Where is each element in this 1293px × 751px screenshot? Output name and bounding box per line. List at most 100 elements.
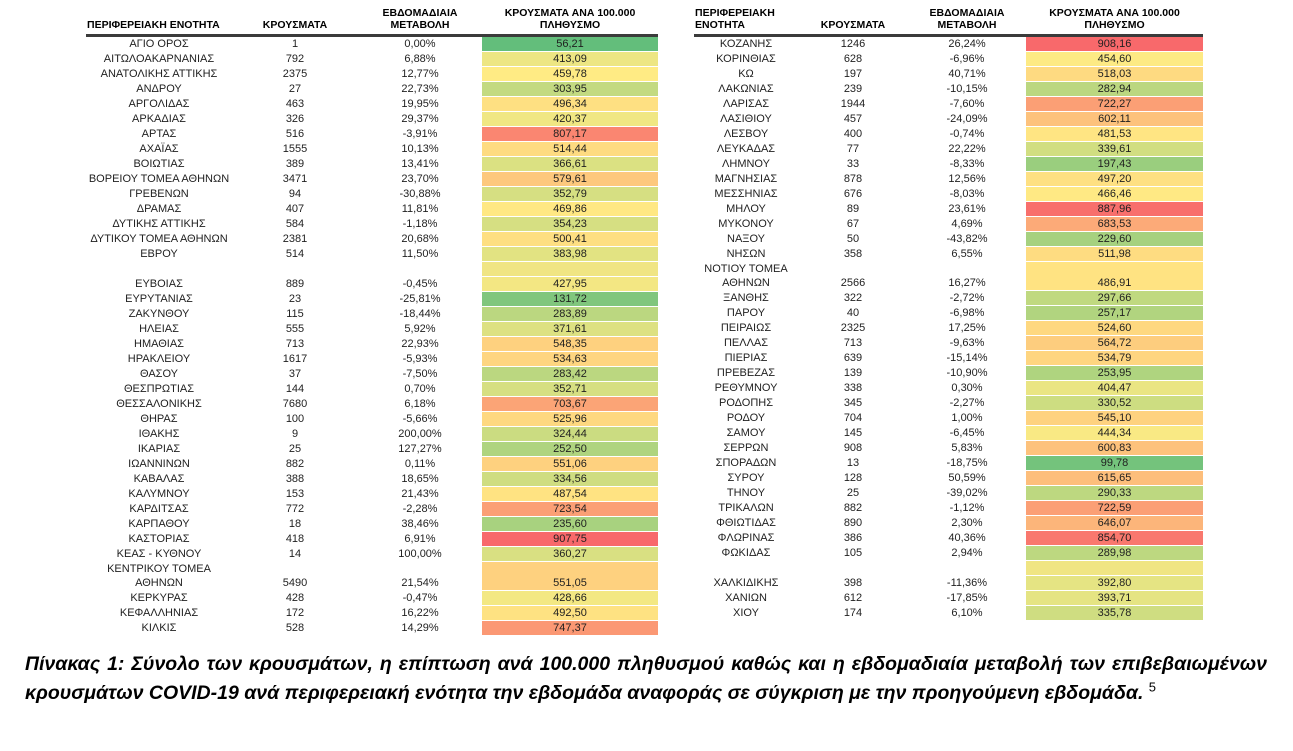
region-cell: ΡΟΔΟΠΗΣ	[718, 397, 774, 409]
table-row: ΜΗΛΟΥ 89 23,61% 887,96	[694, 201, 1203, 217]
cases-cell: 676	[843, 188, 863, 200]
weekly-change-cell: -17,85%	[946, 592, 988, 604]
region-cell: ΠΙΕΡΙΑΣ	[724, 352, 768, 364]
cases-cell: 18	[288, 518, 302, 530]
region-cell: ΚΟΡΙΝΘΙΑΣ	[716, 53, 776, 65]
region-cell: ΓΡΕΒΕΝΩΝ	[129, 188, 189, 200]
per100k-cell: 289,98	[1026, 545, 1203, 561]
cases-cell	[232, 562, 358, 577]
cases-cell: 1246	[840, 38, 866, 51]
region-cell: ΚΩ	[738, 68, 754, 80]
table-row: ΧΙΟΥ 174 6,10% 335,78	[694, 605, 1203, 621]
region-cell: ΣΥΡΟΥ	[727, 472, 765, 484]
cases-cell: 153	[285, 488, 305, 500]
per100k-cell: 257,17	[1026, 305, 1203, 321]
per100k-cell: 564,72	[1026, 335, 1203, 351]
weekly-change-cell: -10,15%	[946, 83, 988, 95]
per100k-cell: 908,16	[1026, 35, 1203, 52]
weekly-change-cell: 38,46%	[401, 518, 439, 530]
region-cell: ΘΑΣΟΥ	[139, 368, 179, 380]
per100k-cell: 371,61	[482, 321, 658, 337]
per100k-cell: 383,98	[482, 246, 658, 262]
cases-cell: 612	[843, 592, 863, 604]
cases-cell	[798, 262, 908, 277]
region-cell: ΔΥΤΙΚΗΣ ΑΤΤΙΚΗΣ	[112, 218, 206, 230]
weekly-change-cell: 6,55%	[951, 248, 983, 260]
table-row: ΕΥΡΥΤΑΝΙΑΣ 23 -25,81% 131,72	[86, 291, 658, 307]
region-cell: ΛΑΣΙΘΙΟΥ	[720, 113, 772, 125]
weekly-change-cell: 1,00%	[951, 412, 983, 424]
region-cell: ΣΕΡΡΩΝ	[723, 442, 769, 454]
table-row: ΔΡΑΜΑΣ 407 11,81% 469,86	[86, 201, 658, 217]
table-row: ΒΟΙΩΤΙΑΣ 389 13,41% 366,61	[86, 156, 658, 172]
cases-cell: 25	[288, 443, 302, 455]
table-row: ΔΥΤΙΚΗΣ ΑΤΤΙΚΗΣ 584 -1,18% 354,23	[86, 216, 658, 232]
table-row: ΞΑΝΘΗΣ 322 -2,72% 297,66	[694, 290, 1203, 306]
cases-cell: 428	[285, 592, 305, 604]
per100k-cell: 335,78	[1026, 605, 1203, 621]
weekly-change-cell: 13,41%	[401, 158, 439, 170]
column-header-cases: ΚΡΟΥΣΜΑΤΑ	[798, 7, 908, 37]
per100k-cell: 283,89	[482, 306, 658, 322]
weekly-change-cell: -0,45%	[402, 278, 438, 290]
weekly-change-cell: 22,22%	[948, 143, 986, 155]
weekly-change-cell: 4,69%	[951, 218, 983, 230]
table-row: ΚΩ 197 40,71% 518,03	[694, 66, 1203, 82]
table-row: ΣΕΡΡΩΝ 908 5,83% 600,83	[694, 440, 1203, 456]
weekly-change-cell: -39,02%	[946, 487, 988, 499]
per100k-cell: 282,94	[1026, 81, 1203, 97]
region-cell: ΑΘΗΝΩΝ	[135, 577, 183, 590]
weekly-change-cell: -2,72%	[949, 292, 985, 304]
table-row: ΚΕΑΣ - ΚΥΘΝΟΥ 14 100,00% 360,27	[86, 546, 658, 562]
weekly-change-cell	[908, 262, 1026, 277]
table-row: ΚΑΡΔΙΤΣΑΣ 772 -2,28% 723,54	[86, 501, 658, 517]
cases-cell: 398	[843, 577, 863, 589]
per100k-cell: 454,60	[1026, 51, 1203, 67]
weekly-change-cell: -18,75%	[946, 457, 988, 469]
per100k-cell: 366,61	[482, 156, 658, 172]
region-cell: ΙΚΑΡΙΑΣ	[137, 443, 181, 455]
cases-cell: 584	[285, 218, 305, 230]
table-caption: Πίνακας 1: Σύνολο των κρουσμάτων, η επίπ…	[25, 650, 1267, 708]
region-cell: ΛΗΜΝΟΥ	[722, 158, 770, 170]
weekly-change-cell: 16,27%	[948, 277, 986, 290]
weekly-change-cell: -1,18%	[402, 218, 438, 230]
weekly-change-cell: -2,27%	[949, 397, 985, 409]
table-row: ΔΥΤΙΚΟΥ ΤΟΜΕΑ ΑΘΗΝΩΝ 2381 20,68% 500,41	[86, 231, 658, 247]
per100k-cell: 514,44	[482, 141, 658, 157]
table-row: ΘΑΣΟΥ 37 -7,50% 283,42	[86, 366, 658, 382]
region-cell: ΖΑΚΥΝΘΟΥ	[128, 308, 190, 320]
cases-cell: 792	[285, 53, 305, 65]
region-cell: ΕΥΡΥΤΑΝΙΑΣ	[125, 293, 193, 305]
region-cell: ΚΑΡΔΙΤΣΑΣ	[129, 503, 189, 515]
per100k-cell: 352,71	[482, 381, 658, 397]
region-cell: ΚΑΛΥΜΝΟΥ	[128, 488, 190, 500]
weekly-change-cell: 21,43%	[401, 488, 439, 500]
weekly-change-cell: 0,11%	[404, 458, 436, 470]
cases-cell: 139	[843, 367, 863, 379]
table-row: ΣΥΡΟΥ 128 50,59% 615,65	[694, 470, 1203, 486]
table-row: ΑΡΚΑΔΙΑΣ 326 29,37% 420,37	[86, 111, 658, 127]
cases-cell: 25	[846, 487, 860, 499]
cases-cell: 882	[843, 502, 863, 514]
region-cell: ΞΑΝΘΗΣ	[723, 292, 769, 304]
table-row: ΠΙΕΡΙΑΣ 639 -15,14% 534,79	[694, 350, 1203, 366]
column-header-cases: ΚΡΟΥΣΜΑΤΑ	[232, 7, 358, 37]
per100k-cell: 907,75	[482, 531, 658, 547]
region-cell: ΕΥΒΟΙΑΣ	[135, 278, 183, 290]
weekly-change-cell: 2,30%	[951, 517, 983, 529]
cases-cell: 889	[285, 278, 305, 290]
per100k-cell: 253,95	[1026, 365, 1203, 381]
region-cell: ΘΗΡΑΣ	[140, 413, 178, 425]
per100k-cell: 466,46	[1026, 186, 1203, 202]
weekly-change-cell: -43,82%	[946, 233, 988, 245]
weekly-change-cell: 23,61%	[948, 203, 986, 215]
weekly-change-cell: 6,88%	[404, 53, 436, 65]
region-cell: ΑΡΓΟΛΙΔΑΣ	[128, 98, 190, 110]
table-row: ΙΘΑΚΗΣ 9 200,00% 324,44	[86, 426, 658, 442]
weekly-change-cell	[358, 262, 482, 277]
per100k-cell: 334,56	[482, 471, 658, 487]
cases-cell: 105	[843, 547, 863, 559]
per100k-cell: 723,54	[482, 501, 658, 517]
per100k-cell: 722,27	[1026, 96, 1203, 112]
